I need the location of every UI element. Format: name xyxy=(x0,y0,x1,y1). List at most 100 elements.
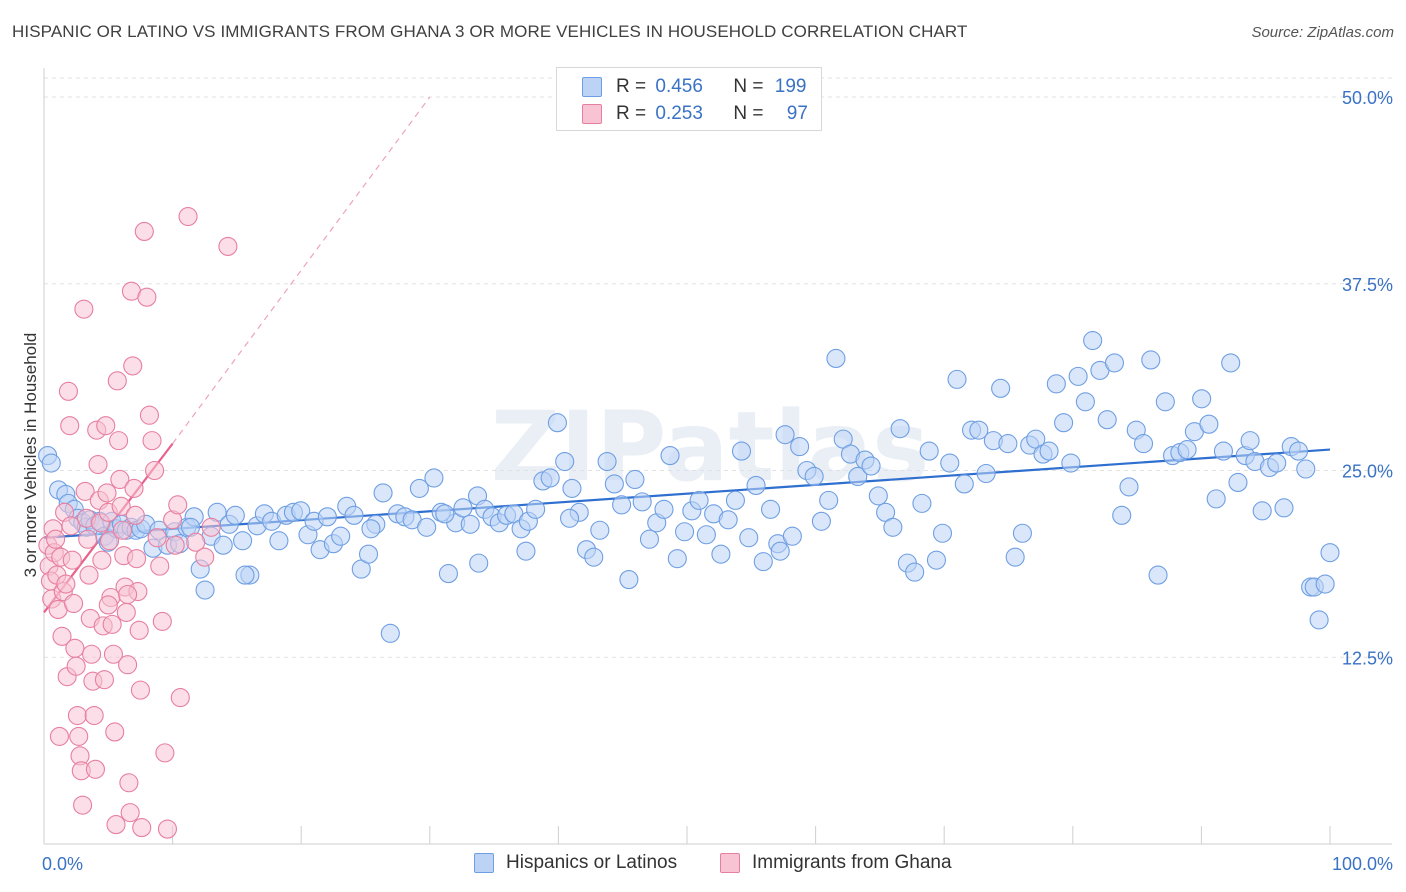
point-ghana xyxy=(82,644,102,664)
point-hispanic xyxy=(660,446,680,466)
bottom-legend-swatch-ghana xyxy=(720,853,740,873)
x-tick-label-min: 0.0% xyxy=(42,854,83,874)
point-hispanic xyxy=(540,468,560,488)
point-hispanic xyxy=(976,463,996,484)
point-ghana xyxy=(218,236,238,256)
point-hispanic xyxy=(819,490,839,510)
point-hispanic xyxy=(1148,565,1168,585)
point-hispanic xyxy=(775,425,795,445)
point-hispanic xyxy=(746,475,766,495)
point-hispanic xyxy=(317,507,337,527)
legend-n-value-ghana: 97 xyxy=(786,103,808,124)
point-hispanic xyxy=(438,564,458,584)
point-ghana xyxy=(111,496,131,516)
y-axis-title: 3 or more Vehicles in Household xyxy=(21,333,40,578)
legend-swatch-hispanic xyxy=(582,77,602,97)
point-hispanic xyxy=(1296,459,1316,479)
point-hispanic xyxy=(358,544,379,564)
point-hispanic xyxy=(761,499,781,519)
point-hispanic xyxy=(731,441,752,461)
stats-legend: R = 0.456 N = 199 R = 0.253 N = 97 xyxy=(556,67,822,131)
point-hispanic xyxy=(954,474,974,494)
legend-n-value-hispanic: 199 xyxy=(774,76,807,97)
bottom-legend-label-hispanic: Hispanics or Latinos xyxy=(506,852,678,873)
point-hispanic xyxy=(1320,543,1340,563)
point-ghana xyxy=(64,593,84,614)
point-hispanic xyxy=(675,522,695,542)
legend-n-label: N = xyxy=(733,103,764,124)
point-ghana xyxy=(178,206,198,227)
point-hispanic xyxy=(1054,413,1074,433)
point-hispanic xyxy=(625,469,645,490)
point-hispanic xyxy=(991,378,1011,398)
point-hispanic xyxy=(1068,366,1088,386)
legend-row-ghana: R = 0.253 N = 97 xyxy=(582,102,808,126)
point-hispanic xyxy=(1206,489,1226,509)
point-ghana xyxy=(49,726,69,746)
point-hispanic xyxy=(861,456,881,476)
point-hispanic xyxy=(584,547,604,567)
point-hispanic xyxy=(696,525,716,545)
point-hispanic xyxy=(1005,547,1025,567)
point-hispanic xyxy=(380,623,400,643)
point-ghana xyxy=(52,626,72,646)
point-ghana xyxy=(134,221,154,242)
point-ghana xyxy=(120,803,140,823)
point-hispanic xyxy=(235,565,255,585)
point-hispanic xyxy=(890,419,910,439)
point-ghana xyxy=(67,705,87,726)
point-ghana xyxy=(168,495,188,515)
point-hispanic xyxy=(932,523,953,543)
point-hispanic xyxy=(590,520,610,540)
point-ghana xyxy=(109,431,129,451)
point-ghana xyxy=(61,516,81,536)
bottom-legend-label-ghana: Immigrants from Ghana xyxy=(752,852,952,873)
point-hispanic xyxy=(782,526,802,546)
point-ghana xyxy=(155,743,175,763)
point-hispanic xyxy=(926,550,947,570)
point-hispanic xyxy=(1046,374,1066,394)
bottom-legend-hispanic: Hispanics or Latinos xyxy=(474,852,677,874)
point-hispanic xyxy=(435,504,455,524)
point-ghana xyxy=(145,460,165,481)
point-hispanic xyxy=(559,508,580,528)
point-hispanic xyxy=(770,541,790,561)
point-ghana xyxy=(62,550,82,570)
chart-source: Source: ZipAtlas.com xyxy=(1251,24,1394,41)
point-hispanic xyxy=(291,501,311,521)
point-hispanic xyxy=(373,483,393,503)
point-ghana xyxy=(186,532,206,552)
point-hispanic xyxy=(1315,574,1335,594)
point-ghana xyxy=(105,722,125,742)
legend-row-hispanic: R = 0.456 N = 199 xyxy=(582,75,806,99)
point-ghana xyxy=(60,416,80,436)
point-hispanic xyxy=(41,453,61,473)
point-hispanic xyxy=(811,511,831,531)
point-ghana xyxy=(118,584,138,605)
point-hispanic xyxy=(344,505,364,525)
point-hispanic xyxy=(804,466,824,487)
point-hispanic xyxy=(469,553,489,573)
point-ghana xyxy=(88,454,108,475)
point-hispanic xyxy=(1061,453,1081,473)
point-ghana xyxy=(157,819,178,839)
legend-r-label: R = xyxy=(616,103,647,124)
point-hispanic xyxy=(654,499,674,519)
chart-title: HISPANIC OR LATINO VS IMMIGRANTS FROM GH… xyxy=(12,22,968,41)
point-hispanic xyxy=(460,514,480,534)
watermark: ZIPatlas xyxy=(491,391,930,503)
point-ghana xyxy=(195,547,215,567)
point-ghana xyxy=(102,614,122,634)
point-hispanic xyxy=(526,499,546,519)
point-ghana xyxy=(98,595,118,615)
point-hispanic xyxy=(1133,434,1154,454)
point-ghana xyxy=(130,680,150,700)
point-hispanic xyxy=(1192,389,1212,409)
y-tick-label: 12.5% xyxy=(1342,648,1393,668)
point-hispanic xyxy=(1112,505,1132,525)
point-hispanic xyxy=(269,531,289,551)
point-ghana xyxy=(97,483,117,503)
point-hispanic xyxy=(225,505,245,525)
point-ghana xyxy=(112,520,132,540)
point-hispanic xyxy=(739,528,759,548)
